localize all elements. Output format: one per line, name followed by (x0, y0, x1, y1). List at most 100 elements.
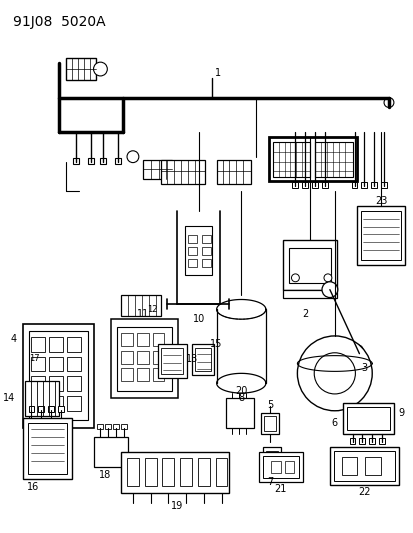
Bar (67, 396, 81, 411)
Bar (215, 458, 227, 486)
Bar (49, 337, 63, 352)
Bar (180, 458, 192, 486)
Text: 4: 4 (11, 334, 17, 344)
Bar (346, 407, 389, 431)
Bar (117, 327, 172, 391)
Bar (342, 403, 393, 434)
Bar (301, 182, 307, 188)
Text: 20: 20 (235, 386, 247, 396)
Bar (121, 333, 133, 346)
Text: 18: 18 (98, 470, 110, 480)
Bar (160, 160, 204, 184)
Circle shape (291, 274, 299, 282)
Circle shape (297, 336, 371, 411)
Text: 1: 1 (214, 68, 220, 78)
Bar (195, 348, 210, 372)
Text: 14: 14 (2, 393, 15, 403)
Text: 13: 13 (185, 353, 198, 364)
Bar (368, 438, 374, 445)
Text: 15: 15 (210, 339, 222, 349)
Bar (329, 447, 398, 484)
Bar (24, 381, 59, 416)
Bar (49, 376, 63, 391)
Text: 19: 19 (171, 502, 183, 511)
Bar (188, 259, 197, 267)
Bar (162, 458, 174, 486)
Text: 91J08  5020A: 91J08 5020A (13, 15, 105, 29)
Bar (31, 376, 45, 391)
Bar (358, 438, 364, 445)
Circle shape (93, 62, 107, 76)
Text: 11: 11 (136, 309, 149, 319)
Bar (380, 182, 386, 188)
Bar (28, 406, 34, 412)
Bar (38, 406, 44, 412)
Bar (97, 424, 103, 430)
Bar (197, 458, 209, 486)
Bar (66, 58, 95, 80)
Text: 3: 3 (361, 364, 366, 374)
Bar (356, 206, 404, 265)
Bar (364, 457, 380, 475)
Bar (262, 456, 299, 478)
Bar (361, 211, 400, 260)
Bar (113, 424, 119, 430)
Circle shape (383, 98, 393, 108)
Bar (142, 160, 172, 179)
Circle shape (321, 282, 337, 297)
Bar (121, 295, 160, 316)
Bar (341, 457, 356, 475)
Text: 9: 9 (398, 408, 404, 418)
Circle shape (351, 345, 363, 357)
Bar (105, 424, 111, 430)
Bar (31, 396, 45, 411)
Text: 6: 6 (331, 417, 337, 427)
Bar (270, 461, 280, 473)
Bar (282, 289, 336, 297)
Bar (111, 319, 178, 398)
Bar (137, 333, 148, 346)
Bar (202, 259, 210, 267)
Bar (145, 458, 156, 486)
Bar (260, 413, 278, 434)
Bar (152, 333, 164, 346)
Bar (127, 458, 138, 486)
Text: 21: 21 (274, 483, 286, 494)
Text: 8: 8 (237, 393, 244, 403)
Bar (161, 348, 183, 374)
Bar (88, 158, 93, 164)
Bar (226, 398, 254, 427)
Text: 2: 2 (301, 309, 308, 319)
Bar (23, 418, 72, 479)
Bar (121, 424, 127, 430)
Bar (100, 158, 106, 164)
Circle shape (323, 274, 331, 282)
Bar (268, 137, 356, 181)
Bar (121, 351, 133, 364)
Circle shape (313, 353, 354, 394)
Bar (188, 247, 197, 255)
Bar (73, 158, 78, 164)
Bar (67, 337, 81, 352)
Bar (263, 416, 275, 431)
Bar (216, 160, 251, 184)
Bar (185, 225, 211, 275)
Bar (23, 324, 93, 427)
Bar (311, 182, 317, 188)
Bar (115, 158, 121, 164)
Bar (288, 248, 330, 282)
Bar (361, 182, 366, 188)
Bar (49, 396, 63, 411)
Bar (31, 337, 45, 352)
Text: 7: 7 (267, 477, 273, 487)
Text: 10: 10 (192, 314, 204, 324)
Circle shape (127, 151, 138, 163)
Bar (152, 368, 164, 381)
Bar (121, 452, 229, 494)
Text: 23: 23 (374, 196, 386, 206)
Bar (259, 452, 303, 482)
Bar (67, 376, 81, 391)
Bar (378, 438, 384, 445)
Bar (370, 182, 376, 188)
Text: 16: 16 (26, 482, 39, 491)
